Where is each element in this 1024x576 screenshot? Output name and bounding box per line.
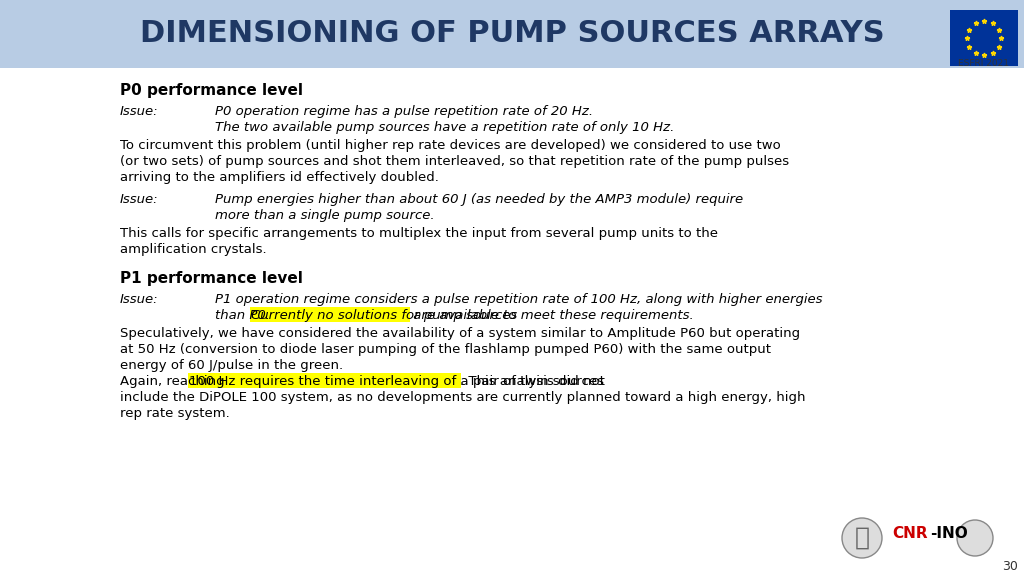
Text: . This analysis did not: . This analysis did not: [460, 375, 604, 388]
Text: The two available pump sources have a repetition rate of only 10 Hz.: The two available pump sources have a re…: [215, 121, 675, 134]
Text: arriving to the amplifiers id effectively doubled.: arriving to the amplifiers id effectivel…: [120, 171, 439, 184]
Text: are available to meet these requirements.: are available to meet these requirements…: [410, 309, 694, 322]
Bar: [950, 10, 1018, 66]
Bar: [251, 307, 411, 322]
Text: To circumvent this problem (until higher rep rate devices are developed) we cons: To circumvent this problem (until higher…: [120, 139, 780, 152]
Text: P0 operation regime has a pulse repetition rate of 20 Hz.: P0 operation regime has a pulse repetiti…: [215, 105, 593, 118]
Text: P0 performance level: P0 performance level: [120, 83, 303, 98]
Text: This calls for specific arrangements to multiplex the input from several pump un: This calls for specific arrangements to …: [120, 227, 718, 240]
Text: (or two sets) of pump sources and shot them interleaved, so that repetition rate: (or two sets) of pump sources and shot t…: [120, 155, 790, 168]
Text: energy of 60 J/pulse in the green.: energy of 60 J/pulse in the green.: [120, 359, 343, 372]
Text: Issue:: Issue:: [120, 293, 159, 306]
Text: rep rate system.: rep rate system.: [120, 407, 229, 420]
Text: Issue:: Issue:: [120, 193, 159, 206]
Bar: [187, 373, 461, 388]
Circle shape: [957, 520, 993, 556]
Text: 100 Hz requires the time interleaving of a pair of twin sources: 100 Hz requires the time interleaving of…: [188, 375, 604, 388]
Text: Issue:: Issue:: [120, 105, 159, 118]
Text: P1 performance level: P1 performance level: [120, 271, 303, 286]
Text: more than a single pump source.: more than a single pump source.: [215, 209, 434, 222]
Text: Again, reaching: Again, reaching: [120, 375, 229, 388]
Text: amplification crystals.: amplification crystals.: [120, 243, 266, 256]
Text: P1 operation regime considers a pulse repetition rate of 100 Hz, along with high: P1 operation regime considers a pulse re…: [215, 293, 822, 306]
Text: CNR: CNR: [892, 526, 928, 541]
Text: DIMENSIONING OF PUMP SOURCES ARRAYS: DIMENSIONING OF PUMP SOURCES ARRAYS: [139, 20, 885, 48]
Text: include the DiPOLE 100 system, as no developments are currently planned toward a: include the DiPOLE 100 system, as no dev…: [120, 391, 806, 404]
Text: 30: 30: [1002, 559, 1018, 573]
Text: ESFRI 2021: ESFRI 2021: [958, 59, 1010, 69]
Text: Pump energies higher than about 60 J (as needed by the AMP3 module) require: Pump energies higher than about 60 J (as…: [215, 193, 743, 206]
Bar: [0, 0, 1024, 68]
Text: Speculatively, we have considered the availability of a system similar to Amplit: Speculatively, we have considered the av…: [120, 327, 800, 340]
Text: -INO: -INO: [930, 526, 968, 541]
Text: Currently no solutions for pump sources: Currently no solutions for pump sources: [252, 309, 518, 322]
Text: at 50 Hz (conversion to diode laser pumping of the flashlamp pumped P60) with th: at 50 Hz (conversion to diode laser pump…: [120, 343, 771, 356]
Circle shape: [842, 518, 882, 558]
Text: ⓒ: ⓒ: [854, 526, 869, 550]
Text: than P0.: than P0.: [215, 309, 274, 322]
